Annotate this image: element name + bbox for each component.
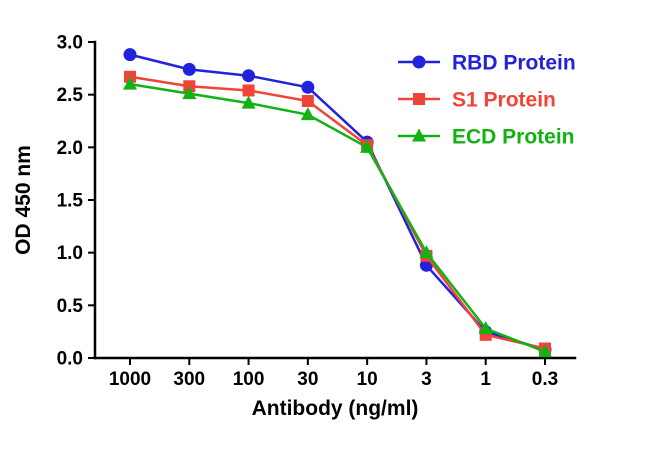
x-tick-label: 10: [357, 369, 378, 390]
legend-label: ECD Protein: [452, 126, 575, 149]
y-tick-label: 3.0: [57, 33, 83, 54]
y-tick-label: 1.0: [57, 243, 83, 264]
data-point-marker: [300, 107, 315, 121]
x-tick-label: 0.3: [532, 369, 558, 390]
legend-item: S1 Protein: [398, 89, 556, 112]
series-s1-protein: [124, 70, 551, 355]
data-point-marker: [241, 95, 256, 109]
legend-marker-circle: [412, 55, 426, 69]
x-tick-label: 30: [297, 369, 318, 390]
series-line: [129, 82, 546, 353]
legend: RBD Protein S1 Protein ECD Protein: [398, 52, 576, 149]
axes: 1000 300 100 30 10 3 1 0.3 0.0 0.5 1.0 1.5 2.0 2.5 3.0: [57, 33, 577, 390]
x-axis-title: Antibody (ng/ml): [252, 397, 419, 420]
data-point-marker: [242, 84, 255, 97]
series-line: [129, 75, 546, 350]
series-ecd-protein: [123, 76, 552, 358]
legend-item: ECD Protein: [398, 126, 575, 149]
legend-marker-triangle: [412, 128, 426, 142]
y-tick-label: 1.5: [57, 191, 84, 212]
data-point-marker: [360, 139, 375, 153]
data-point-marker: [123, 48, 137, 62]
y-tick-label: 0.0: [57, 349, 83, 370]
y-tick-label: 2.0: [57, 138, 83, 159]
y-tick-label: 2.5: [57, 85, 84, 106]
legend-label: S1 Protein: [452, 89, 556, 112]
series-plot-area: [123, 48, 552, 358]
data-point-marker: [301, 94, 314, 107]
data-point-marker: [301, 80, 315, 94]
x-tick-label: 3: [421, 369, 432, 390]
y-tick-label: 0.5: [57, 296, 84, 317]
legend-item: RBD Protein: [398, 52, 576, 75]
x-tick-label: 1000: [109, 369, 151, 390]
x-tick-label: 300: [173, 369, 205, 390]
data-point-marker: [182, 62, 196, 76]
data-point-marker: [182, 86, 197, 100]
data-point-marker: [478, 321, 493, 335]
data-point-marker: [123, 76, 137, 90]
legend-label: RBD Protein: [452, 52, 576, 75]
data-point-marker: [419, 245, 434, 259]
data-point-marker: [242, 69, 256, 83]
x-tick-label: 1: [480, 369, 491, 390]
x-tick-label: 100: [233, 369, 265, 390]
legend-marker-square: [413, 93, 425, 105]
y-axis-title: OD 450 nm: [12, 145, 35, 255]
data-point-marker: [538, 344, 552, 358]
